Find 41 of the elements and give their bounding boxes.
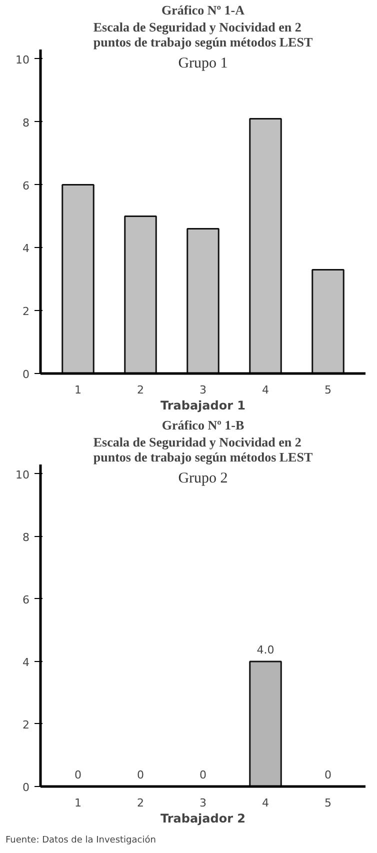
bar	[249, 118, 282, 374]
y-tick-label: 10	[16, 53, 30, 66]
bar	[124, 215, 157, 374]
y-tick-label: 8	[22, 116, 30, 130]
chart-subtitle: Escala de Seguridad y Nocividad en 2 puntos de trabajo según métodos LEST	[93, 434, 313, 464]
bar	[186, 228, 220, 374]
x-axis-title: Trabajador 2	[160, 812, 246, 826]
chart-title: Gráfico Nº 1-A	[162, 2, 246, 18]
x-tick-label: 3	[200, 796, 206, 810]
data-label: 4.0	[256, 643, 274, 656]
data-label: 0	[324, 768, 332, 782]
bar	[62, 184, 94, 374]
chart-title: Gráfico Nº 1-B	[162, 418, 244, 432]
y-tick-label: 8	[22, 530, 30, 544]
y-tick-label: 2	[22, 718, 30, 732]
annotation: Grupo 1	[178, 56, 228, 72]
bar	[312, 268, 344, 374]
x-tick-label: 4	[262, 384, 269, 396]
y-tick-label: 4	[22, 656, 30, 669]
x-tick-label: 1	[74, 384, 82, 396]
data-label: 0	[200, 768, 206, 782]
data-label: 0	[137, 768, 144, 782]
x-tick-label: 3	[200, 384, 206, 396]
x-tick-label: 5	[324, 384, 332, 396]
y-tick-label: 6	[22, 593, 30, 606]
x-tick-label: 5	[324, 796, 332, 810]
y-tick-label: 2	[22, 305, 30, 318]
x-axis-title: Trabajador 1	[160, 398, 246, 412]
x-tick-label: 4	[262, 796, 269, 810]
y-tick-label: 6	[22, 179, 30, 192]
y-tick-label: 0	[22, 781, 30, 794]
data-label: 0	[74, 768, 82, 782]
annotation: Grupo 2	[178, 470, 228, 486]
chart-subtitle: Escala de Seguridad y Nocividad en 2 puntos de trabajo según métodos LEST	[93, 20, 313, 50]
source-note: Fuente: Datos de la Investigación	[6, 834, 156, 846]
x-tick-label: 1	[74, 796, 82, 810]
y-tick-label: 10	[16, 468, 30, 482]
x-tick-label: 2	[137, 796, 144, 810]
y-tick-label: 0	[22, 368, 30, 381]
y-tick-label: 4	[22, 242, 30, 256]
x-tick-label: 2	[137, 384, 144, 396]
